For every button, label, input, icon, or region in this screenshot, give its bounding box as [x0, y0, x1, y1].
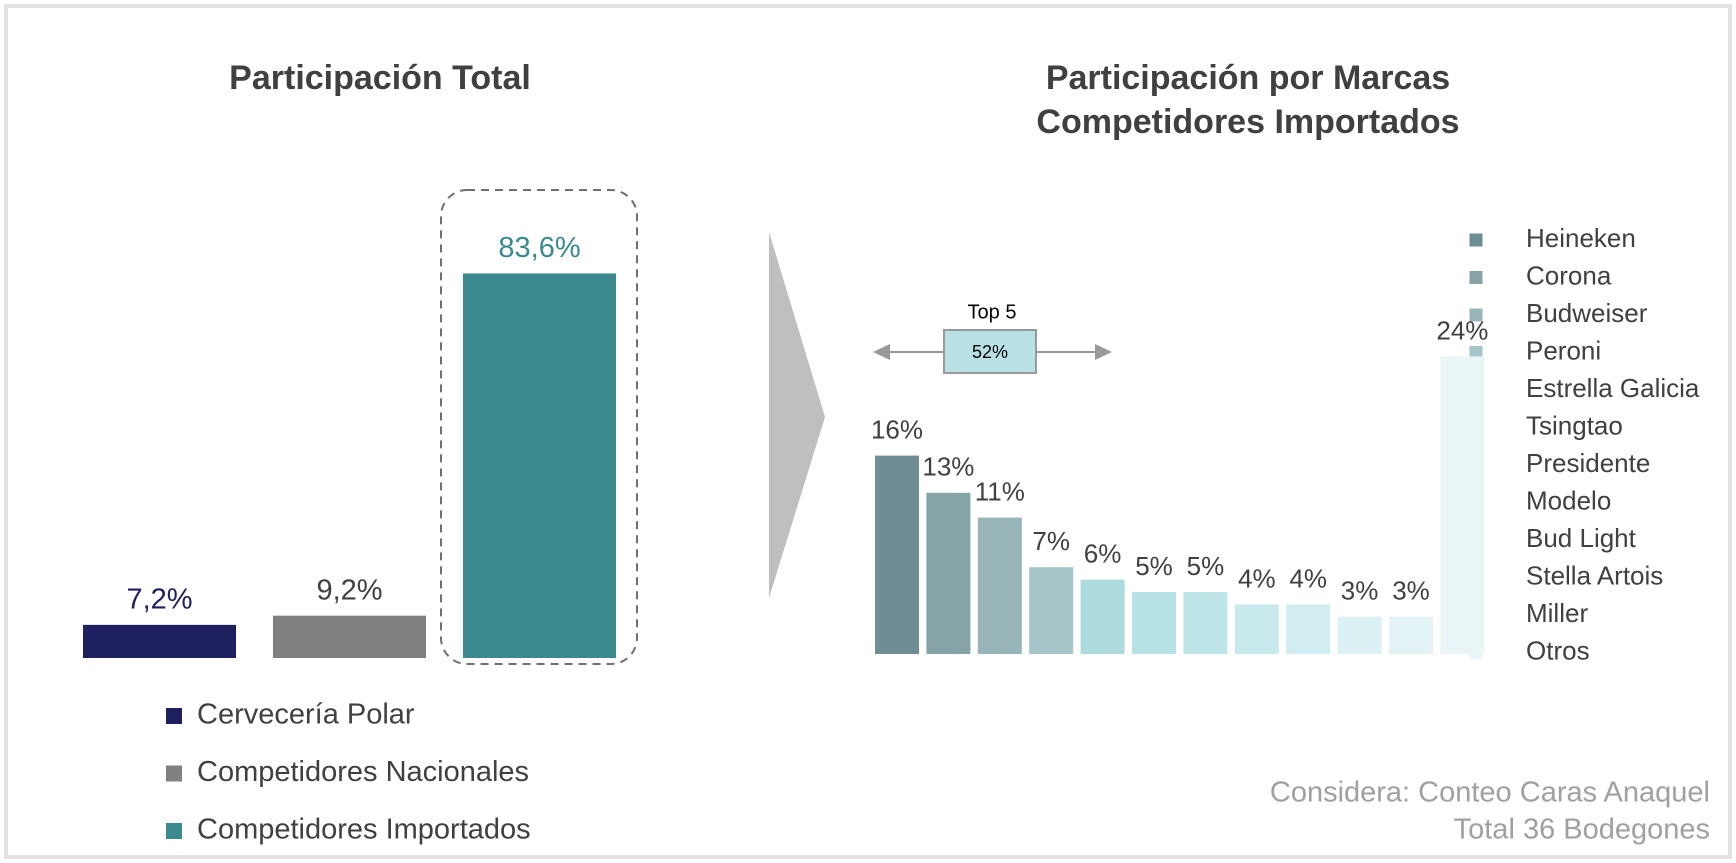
bar [1389, 616, 1433, 654]
highlight-box [440, 189, 638, 665]
bar [926, 492, 971, 654]
bar [1286, 604, 1331, 654]
annotation-title: Top 5 [968, 301, 1017, 323]
data-label: 83,6% [498, 232, 580, 264]
legend-label: Otros [1526, 635, 1590, 665]
legend-label: Budweiser [1526, 298, 1648, 328]
legend-label: Heineken [1526, 223, 1636, 253]
legend-label: Cervecería Polar [197, 699, 415, 731]
data-label: 5% [1135, 551, 1173, 581]
legend-swatch [1469, 346, 1483, 359]
chart-title: Participación por Marcas [1046, 59, 1450, 97]
bar [1132, 592, 1176, 654]
bar [1080, 579, 1125, 654]
annotation-box [943, 329, 1037, 374]
legend-swatch [166, 708, 182, 724]
bar [1337, 616, 1382, 654]
chart-title: Competidores Importados [1036, 103, 1459, 141]
data-label: 4% [1289, 563, 1327, 593]
legend-swatch [1469, 308, 1483, 322]
data-label: 7% [1032, 526, 1070, 556]
data-label: 3% [1341, 576, 1379, 606]
legend-label: Estrella Galicia [1526, 373, 1700, 403]
legend-label: Miller [1526, 598, 1588, 628]
data-label: 7,2% [126, 584, 192, 616]
arrowhead [873, 344, 890, 360]
bar [83, 624, 236, 658]
data-label: 4% [1238, 563, 1276, 593]
bar [977, 517, 1022, 654]
chart-title: Participación Total [229, 59, 531, 97]
legend-label: Competidores Importados [197, 814, 531, 846]
data-label: 24% [1436, 315, 1488, 345]
legend-swatch [166, 823, 182, 839]
note: Total 36 Bodegones [1454, 814, 1710, 846]
bar [1234, 604, 1279, 654]
data-label: 5% [1187, 551, 1225, 581]
legend-label: Peroni [1526, 335, 1601, 365]
legend-label: Tsingtao [1526, 410, 1623, 440]
arrowhead [1095, 344, 1112, 360]
annotation-value: 52% [972, 342, 1008, 362]
legend-swatch [1469, 271, 1483, 284]
legend-label: Presidente [1526, 448, 1650, 478]
note: Considera: Conteo Caras Anaquel [1270, 777, 1710, 809]
legend-swatch [166, 765, 182, 782]
bar [875, 455, 919, 654]
bar [273, 615, 426, 658]
bar [1183, 592, 1228, 654]
bar [1029, 567, 1074, 654]
data-label: 16% [871, 414, 923, 444]
data-label: 6% [1084, 538, 1122, 568]
legend-label: Corona [1526, 260, 1612, 290]
legend-label: Competidores Nacionales [197, 756, 529, 788]
bar [1440, 356, 1485, 654]
data-label: 9,2% [316, 574, 382, 606]
data-label: 13% [922, 452, 974, 482]
data-label: 3% [1392, 576, 1430, 606]
legend-swatch [1469, 646, 1483, 659]
legend-label: Modelo [1526, 485, 1611, 515]
legend-label: Stella Artois [1526, 560, 1663, 590]
data-label: 11% [975, 476, 1025, 506]
arrow [769, 232, 825, 598]
legend-label: Bud Light [1526, 523, 1637, 553]
bar [463, 273, 616, 658]
legend-swatch [1469, 233, 1483, 247]
